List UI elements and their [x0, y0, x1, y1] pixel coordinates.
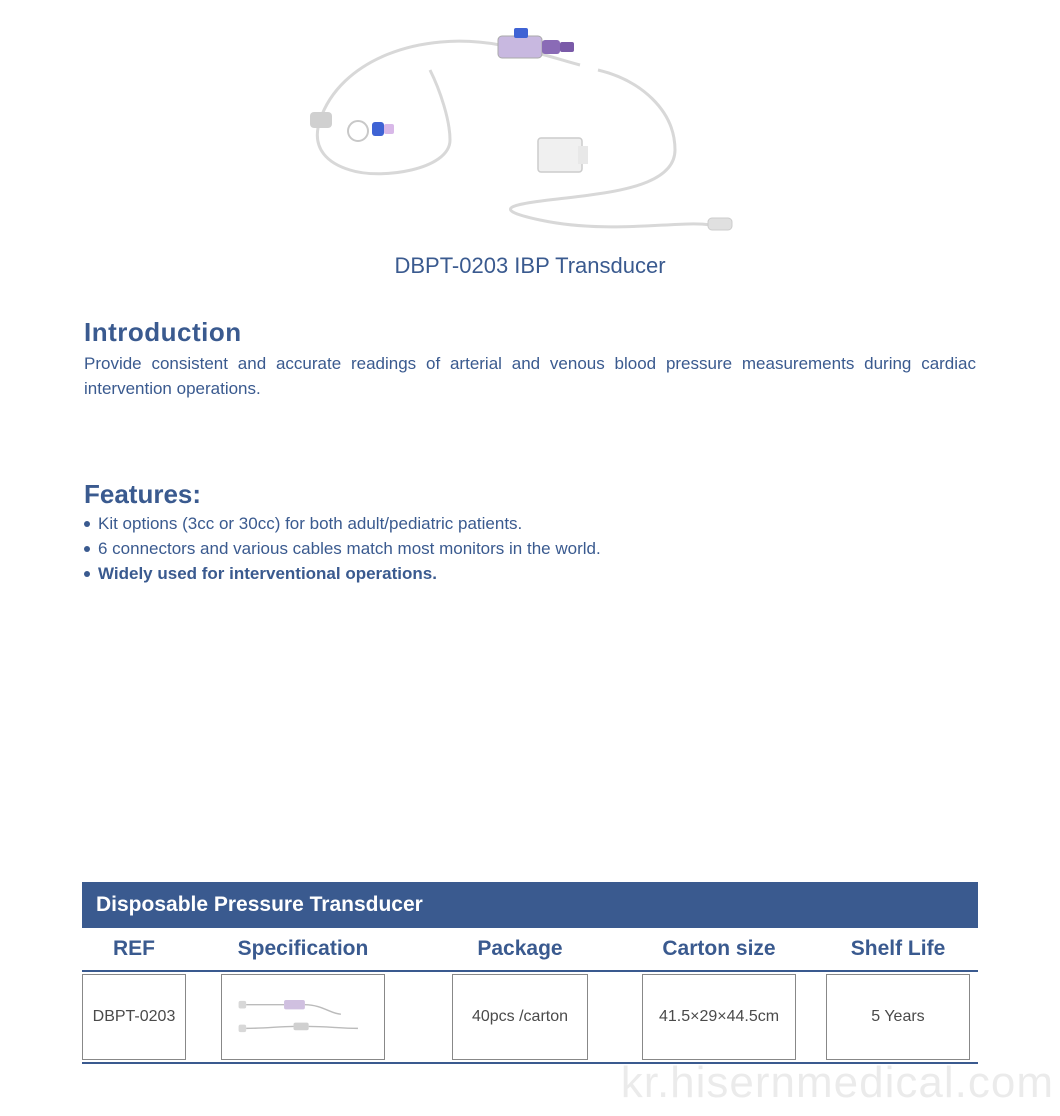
introduction-body: Provide consistent and accurate readings…	[84, 352, 976, 401]
spec-table-header-cell: Shelf Life	[818, 937, 978, 961]
spec-thumbnail	[225, 981, 381, 1053]
product-title: DBPT-0203 IBP Transducer	[0, 253, 1060, 279]
spec-table-header-cell: Package	[420, 937, 620, 961]
spec-table-title-bar: Disposable Pressure Transducer	[82, 882, 978, 928]
product-illustration	[280, 10, 780, 240]
spec-cell-specification	[186, 974, 420, 1060]
feature-item: Kit options (3cc or 30cc) for both adult…	[84, 512, 976, 537]
spec-table-header-cell: REF	[82, 937, 186, 961]
introduction-heading: Introduction	[84, 317, 976, 348]
spec-table-row: DBPT-0203 40pcs /carton41.5×29×44.5cm5 Y…	[82, 972, 978, 1064]
spec-table-header-cell: Specification	[186, 937, 420, 961]
spec-table-title: Disposable Pressure Transducer	[96, 893, 423, 917]
spec-cell-ref: DBPT-0203	[82, 974, 186, 1060]
spec-cell-carton-size: 41.5×29×44.5cm	[620, 974, 818, 1060]
watermark: kr.hisernmedical.com	[621, 1058, 1054, 1108]
spec-cell-shelf-life: 5 Years	[818, 974, 978, 1060]
product-image-area: DBPT-0203 IBP Transducer	[0, 0, 1060, 279]
features-list: Kit options (3cc or 30cc) for both adult…	[84, 512, 976, 586]
spec-cell-package: 40pcs /carton	[420, 974, 620, 1060]
feature-item: Widely used for interventional operation…	[84, 562, 976, 587]
spec-table: Disposable Pressure Transducer REFSpecif…	[82, 882, 978, 1064]
feature-item: 6 connectors and various cables match mo…	[84, 537, 976, 562]
features-heading: Features:	[84, 479, 976, 510]
spec-table-headers: REFSpecificationPackageCarton sizeShelf …	[82, 928, 978, 972]
spec-table-header-cell: Carton size	[620, 937, 818, 961]
